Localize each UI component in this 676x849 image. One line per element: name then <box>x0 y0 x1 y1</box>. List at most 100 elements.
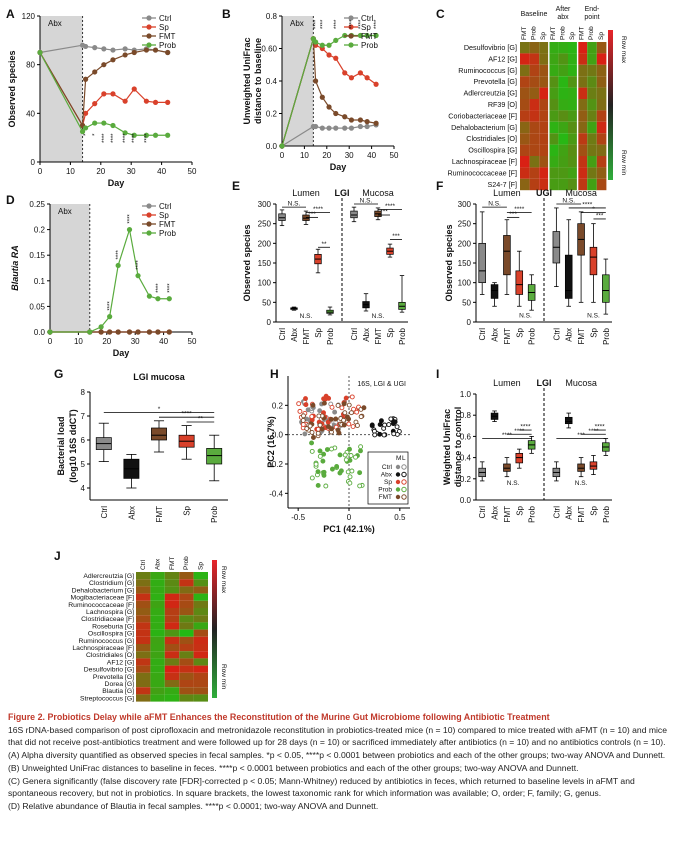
y-tick-label: 0.1 <box>34 277 46 286</box>
right-section-label: Mucosa <box>565 378 597 388</box>
significance-label: **** <box>588 428 599 435</box>
heatmap-cell <box>150 672 165 680</box>
x-tick-label: Ctrl <box>552 328 561 341</box>
scatter-point <box>347 446 352 452</box>
y-tick-label: 250 <box>258 220 272 229</box>
legend-label: Abx <box>381 472 393 479</box>
heatmap-row-label: AF12 [G] <box>107 659 134 666</box>
significance-label: *** <box>596 212 604 219</box>
heatmap-cell <box>577 144 588 156</box>
heatmap-row-label: Streptococcus [G] <box>80 695 134 702</box>
point-prob <box>131 132 137 138</box>
point-prob <box>143 132 149 138</box>
heatmap-cell <box>179 629 194 637</box>
heatmap-cell <box>596 167 607 179</box>
significance-mark: **** <box>111 133 117 143</box>
point-fmt <box>326 104 332 110</box>
heatmap-cell <box>164 658 180 666</box>
figure-caption: Figure 2. Probiotics Delay while aFMT En… <box>8 712 670 814</box>
heatmap-cell <box>548 144 559 156</box>
y-tick-label: 150 <box>258 259 272 268</box>
point-fmt <box>115 329 121 335</box>
legend-marker-filled <box>395 494 401 500</box>
heatmap-cell <box>136 586 151 594</box>
scatter-point <box>378 418 384 424</box>
point-fmt <box>342 114 348 120</box>
scatter-point <box>337 470 343 476</box>
panel-c: Desulfovibrio [G] AF12 [G] Ruminococcus [G… <box>447 6 627 191</box>
scatter-point <box>297 408 303 414</box>
section-label: UGI <box>536 188 552 198</box>
x-tick-label: Ctrl <box>552 506 561 519</box>
left-section-label: Lumen <box>292 188 320 198</box>
y-axis-title-line1: Unweighted UniFrac <box>242 37 252 124</box>
y-tick-label: 0.2 <box>266 110 278 119</box>
y-tick-label: 120 <box>22 12 36 21</box>
heatmap-row-label: Oscillospira [G] <box>88 631 134 638</box>
y-tick-label: 0 <box>467 318 472 327</box>
heatmap-col-label: Prob <box>559 26 566 40</box>
heatmap-col-label: Sp <box>569 32 576 40</box>
scatter-point <box>358 444 364 450</box>
caption-d: (D) Relative abundance of Blautia in fec… <box>8 801 379 812</box>
scatter-point <box>321 451 327 457</box>
significance-label: N.S. <box>288 201 301 208</box>
scatter-point <box>343 457 349 463</box>
heatmap-row-label: Oscillospira [G] <box>468 146 517 155</box>
box-fmt <box>503 235 511 276</box>
scatter-point <box>309 475 315 481</box>
significance-label: N.S. <box>507 480 520 487</box>
significance-mark: * <box>84 133 90 136</box>
heatmap-cell <box>587 133 597 145</box>
significance-label: N.S. <box>562 198 575 205</box>
x-tick-label: FMT <box>374 328 383 345</box>
legend-marker <box>348 33 354 39</box>
scatter-point <box>300 422 306 427</box>
x-tick-label: Abx <box>565 506 574 520</box>
heatmap-cell <box>539 42 549 54</box>
heatmap-cell <box>529 156 540 168</box>
scatter-point <box>337 452 343 458</box>
point-prob <box>357 32 363 39</box>
point-prob <box>373 32 379 39</box>
heatmap-cell <box>548 110 559 122</box>
heatmap-cell <box>596 53 607 65</box>
box-ctrl <box>278 213 286 221</box>
scatter-point <box>357 470 363 476</box>
heatmap-cell <box>568 99 578 111</box>
x-tick-label: Prob <box>528 505 537 522</box>
heatmap-cell <box>539 87 549 99</box>
panel-letter: I <box>436 367 439 381</box>
heatmap-cell <box>520 53 530 65</box>
y-tick-label: 6 <box>81 436 86 445</box>
y-tick-label: 0.8 <box>266 12 278 21</box>
point-prob <box>313 39 319 45</box>
point-fmt <box>126 329 133 335</box>
x-tick-label: 40 <box>159 337 168 346</box>
significance-mark: **** <box>349 19 355 29</box>
heatmap-cell <box>529 53 540 65</box>
y-tick-label: -0.4 <box>269 489 283 498</box>
heatmap-cell <box>193 644 208 652</box>
point-ctrl <box>313 123 319 130</box>
heatmap-cell <box>136 644 151 652</box>
legend-label: FMT <box>159 220 176 229</box>
x-tick-label: Prob <box>602 327 611 344</box>
significance-label: N.S. <box>575 480 588 487</box>
heatmap-cell <box>587 144 597 156</box>
x-tick-label: Ctrl <box>350 328 359 341</box>
right-section-label: Mucosa <box>565 188 597 198</box>
heatmap-cell <box>587 87 597 99</box>
x-axis-title: Day <box>108 178 125 188</box>
heatmap-cell <box>577 178 588 191</box>
point-sp <box>110 91 116 97</box>
heatmap-cell <box>529 133 540 145</box>
x-axis-title: PC1 (42.1%) <box>323 524 375 534</box>
y-tick-label: 7 <box>81 412 86 421</box>
x-tick-label: 30 <box>127 167 136 176</box>
y-tick-label: 8 <box>81 388 86 397</box>
point-prob <box>135 273 141 279</box>
point-prob <box>37 49 43 56</box>
significance-mark: **** <box>102 133 108 143</box>
heatmap-cell <box>539 53 549 65</box>
